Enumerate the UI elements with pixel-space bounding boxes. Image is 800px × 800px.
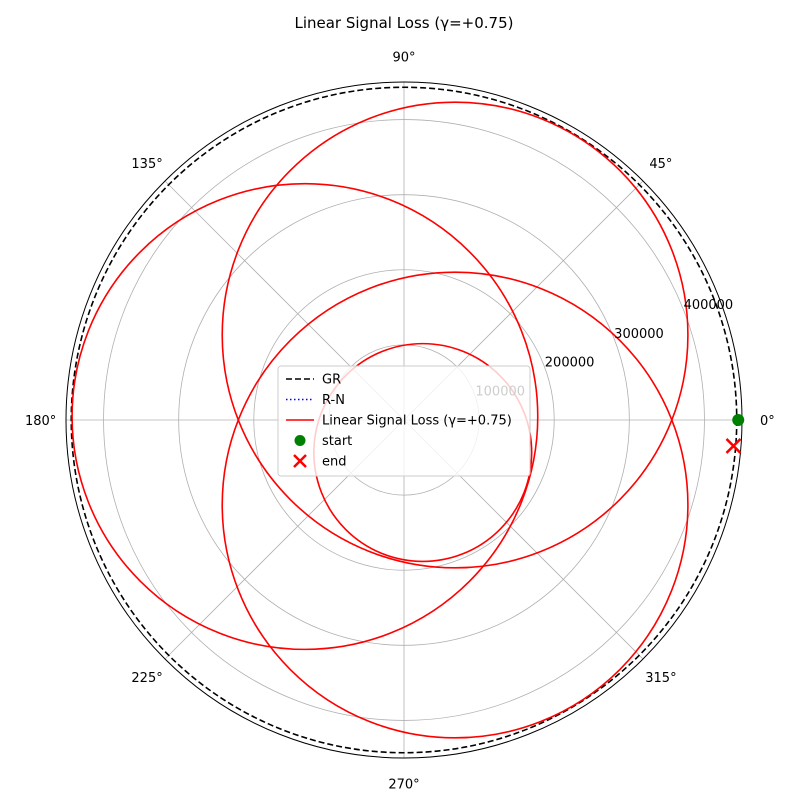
start-marker <box>732 414 745 426</box>
legend-entry-0: GR <box>286 373 341 388</box>
theta-tick-label-7: 315° <box>645 671 676 686</box>
legend-swatch-3 <box>294 435 306 446</box>
r-tick-label-1: 200000 <box>545 356 595 371</box>
theta-tick-label-3: 135° <box>131 157 162 172</box>
legend-label-3: start <box>322 434 352 449</box>
theta-tick-label-2: 90° <box>392 51 415 66</box>
legend-swatch-4-b <box>293 454 307 468</box>
series-signal-loss-loop-1 <box>71 182 539 651</box>
legend-box <box>277 365 531 477</box>
legend-label-1: R-N <box>322 393 345 408</box>
series-signal-loss-loop-2 <box>221 101 689 569</box>
theta-tick-label-5: 225° <box>131 671 162 686</box>
r-tick-label-3: 400000 <box>684 298 734 313</box>
legend-entry-3: start <box>294 434 352 449</box>
theta-tick-label-0: 0° <box>760 414 775 429</box>
theta-tick-label-1: 45° <box>649 157 672 172</box>
legend-label-0: GR <box>322 373 341 388</box>
end-marker <box>725 438 742 454</box>
legend-entry-1: R-N <box>286 393 345 408</box>
r-tick-label-2: 300000 <box>614 327 664 342</box>
legend-label-2: Linear Signal Loss (γ=+0.75) <box>322 414 512 429</box>
legend: GR R-N Linear Signal Loss (γ=+0.75) start en… <box>277 365 531 477</box>
chart-title: Linear Signal Loss (γ=+0.75) <box>294 14 513 32</box>
theta-tick-label-4: 180° <box>25 414 56 429</box>
theta-tick-label-6: 270° <box>388 777 419 792</box>
legend-label-4: end <box>322 455 347 470</box>
end-marker-stroke-b <box>725 438 742 454</box>
series-signal-loss-loop-0 <box>221 271 689 739</box>
legend-entry-4: end <box>293 454 347 470</box>
legend-entry-2: Linear Signal Loss (γ=+0.75) <box>286 414 512 429</box>
